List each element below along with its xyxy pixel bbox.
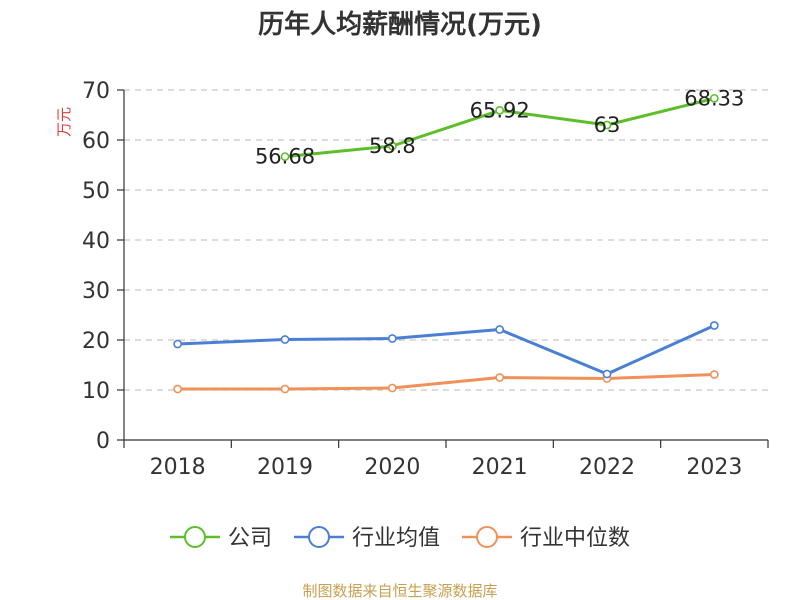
series-group (173, 93, 719, 394)
data-point (602, 369, 612, 379)
source-note: 制图数据来自恒生聚源数据库 (302, 582, 497, 600)
y-tick-label: 10 (82, 379, 110, 404)
x-tick-label: 2021 (472, 455, 528, 480)
data-point (280, 384, 290, 394)
legend-label: 行业均值 (352, 526, 440, 551)
data-label: 58.8 (369, 134, 416, 158)
data-point (173, 384, 183, 394)
x-tick-label: 2022 (579, 455, 635, 480)
data-label: 68.33 (684, 86, 744, 110)
legend-item[interactable]: 行业中位数 (462, 526, 630, 551)
x-tick-label: 2023 (686, 455, 742, 480)
x-tick-label: 2018 (150, 455, 206, 480)
y-tick-label: 40 (82, 229, 110, 254)
series-line (177, 324, 715, 376)
data-point (709, 321, 719, 330)
chart-title: 历年人均薪酬情况(万元) (258, 9, 542, 40)
data-point (495, 325, 505, 334)
data-point (495, 373, 505, 382)
data-label: 56.68 (255, 145, 315, 169)
data-point (387, 141, 397, 151)
data-point (709, 93, 719, 103)
y-tick-label: 20 (82, 329, 110, 354)
y-tick-label: 0 (96, 429, 110, 454)
data-labels: 56.68 58.8 65.92 63 68.33 (255, 86, 744, 168)
legend-label: 行业中位数 (520, 526, 630, 551)
data-point (387, 383, 397, 393)
grid (124, 89, 768, 391)
legend-item[interactable]: 行业均值 (293, 526, 440, 551)
y-tick-label: 30 (82, 279, 110, 304)
data-point (495, 106, 505, 115)
y-tick-label: 60 (82, 129, 110, 154)
data-point (280, 152, 290, 161)
legend-marker-icon (476, 526, 499, 548)
x-tick-label: 2020 (364, 455, 420, 480)
legend-item[interactable]: 公司 (169, 526, 272, 551)
legend-marker-icon (307, 526, 330, 548)
data-label: 65.92 (470, 98, 530, 122)
data-point (602, 120, 612, 130)
data-point (387, 334, 397, 343)
data-label: 63 (594, 113, 621, 137)
y-tick-label: 50 (82, 179, 110, 204)
data-point (280, 335, 290, 344)
y-tick-label: 70 (82, 79, 110, 104)
y-axis-unit: 万元 (55, 107, 73, 137)
legend[interactable]: 公司 行业均值 行业中位数 (169, 526, 630, 551)
legend-marker-icon (183, 526, 206, 548)
data-point (709, 370, 719, 379)
series-line (177, 373, 715, 391)
legend-label: 公司 (228, 526, 272, 551)
axes: 0 10 20 30 40 50 60 70 2018 2019 2020 2021 2022 2023 (82, 79, 769, 480)
data-point (173, 339, 183, 349)
x-tick-label: 2019 (257, 455, 313, 480)
